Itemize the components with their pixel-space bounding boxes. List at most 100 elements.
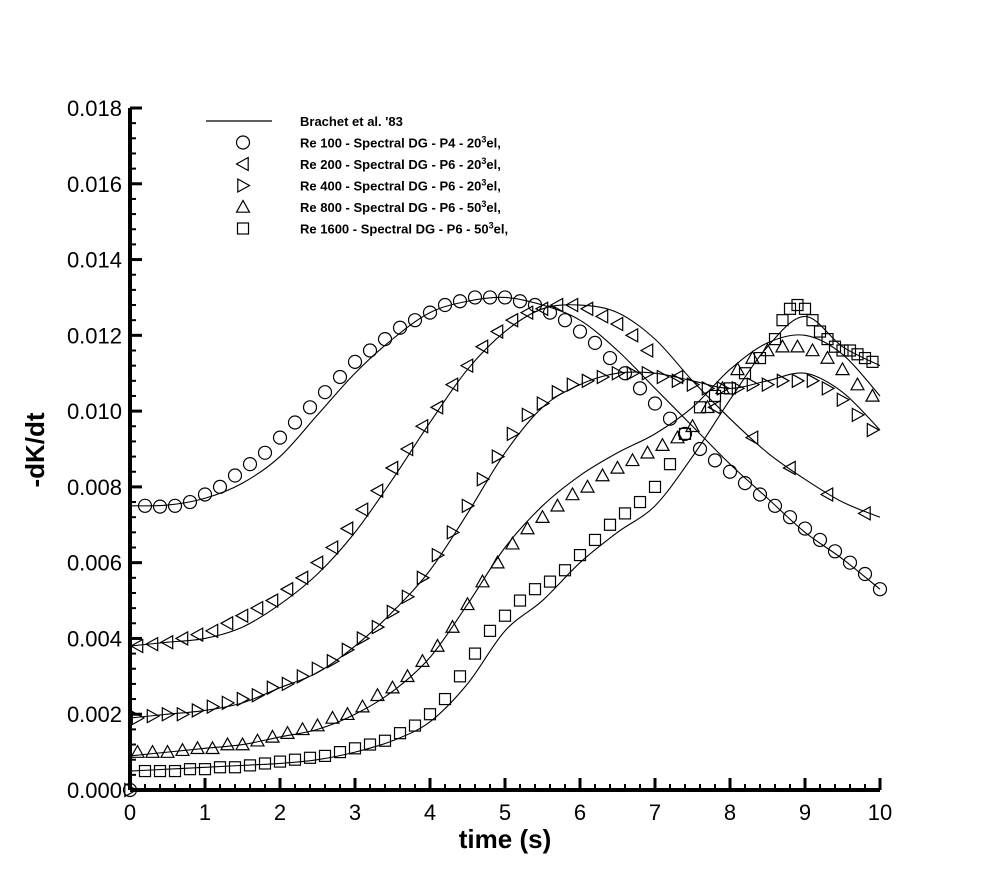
- series-2-point: [341, 642, 356, 658]
- series-0-point: [422, 305, 438, 320]
- series-4-point: [776, 314, 789, 327]
- series-3-point: [834, 361, 851, 376]
- series-2-point: [806, 373, 821, 389]
- series-1-point: [534, 301, 549, 317]
- series-2-point: [371, 619, 386, 635]
- series-4-point: [648, 480, 662, 493]
- series-1-point: [219, 615, 234, 631]
- series-2-point: [416, 570, 431, 586]
- series-0-point: [872, 582, 888, 597]
- x-tick-label: 9: [799, 800, 811, 825]
- series-1-point: [249, 600, 264, 616]
- series-3-point: [789, 338, 806, 353]
- series-2-point: [146, 708, 161, 724]
- series-3-point: [774, 338, 791, 353]
- x-tick-label: 1: [199, 800, 211, 825]
- series-2-point: [536, 396, 551, 412]
- series-0-point: [647, 396, 663, 411]
- series-4-point: [618, 507, 632, 520]
- series-3-point: [684, 418, 701, 433]
- series-2-point: [296, 668, 311, 684]
- series-4-point: [183, 763, 197, 776]
- series-3-point: [279, 725, 296, 739]
- series-4-point: [783, 302, 797, 315]
- series-0-markers: [137, 290, 888, 597]
- legend-label: Re 400 - Spectral DG - P6 - 203el,: [300, 178, 501, 194]
- legend-square-symbol: [236, 222, 250, 235]
- series-4-point: [363, 738, 377, 751]
- series-1-point: [624, 327, 639, 343]
- series-4-point: [138, 764, 152, 778]
- legend-circle-symbol: [235, 135, 251, 150]
- series-0-point: [407, 313, 423, 328]
- series-3-point: [189, 740, 206, 755]
- series-4-point: [851, 348, 864, 361]
- series-3-point: [174, 742, 191, 757]
- series-4-point: [243, 759, 257, 772]
- series-3-point: [504, 535, 521, 550]
- series-4-point: [438, 692, 452, 706]
- series-4-point: [791, 298, 804, 312]
- series-3-point: [459, 596, 476, 611]
- series-3-point: [264, 729, 281, 743]
- series-1-point: [857, 505, 871, 521]
- series-4-point: [603, 518, 617, 531]
- series-4-point: [633, 495, 647, 509]
- series-0-point: [527, 297, 543, 313]
- series-2-point: [401, 589, 416, 605]
- series-2-point: [866, 422, 881, 438]
- series-4-point: [198, 763, 212, 776]
- series-2-point: [386, 604, 401, 620]
- series-2-point: [671, 373, 686, 389]
- series-2-point: [566, 377, 581, 393]
- series-4-point: [693, 401, 707, 414]
- series-3-point: [804, 342, 821, 357]
- series-3-point: [474, 573, 491, 588]
- series-1-point: [309, 555, 324, 571]
- series-1-point: [669, 369, 684, 385]
- series-2-point: [596, 369, 611, 385]
- x-tick-label: 2: [274, 800, 286, 825]
- y-axis-title: -dK/dt: [20, 412, 50, 487]
- series-0-point: [152, 499, 168, 514]
- series-3-point: [219, 736, 236, 751]
- series-2-point: [491, 449, 506, 465]
- series-0-point: [692, 441, 708, 457]
- series-1-point: [159, 634, 174, 650]
- legend-entry-2: Re 200 - Spectral DG - P6 - 203el,: [235, 156, 501, 172]
- legend-triangle-right-symbol: [237, 177, 251, 194]
- series-1-point: [579, 301, 594, 317]
- series-0-point: [587, 335, 603, 351]
- series-3-point: [234, 736, 251, 751]
- series-1-point: [459, 358, 474, 374]
- series-4-point: [528, 583, 542, 596]
- y-tick-label: 0.016: [67, 172, 122, 197]
- axes: 0 1 2 3 4 5 6 7 8 9 10 0.000 0.002 0.004 0.006 0.008 0.0…: [67, 96, 892, 825]
- series-0-point: [302, 400, 318, 415]
- y-tick-label: 0.000: [67, 778, 122, 803]
- series-1-point: [234, 608, 249, 624]
- series-3-point: [429, 638, 446, 652]
- series-2-point: [626, 365, 641, 381]
- series-0-point: [452, 294, 468, 309]
- series-3-point: [309, 717, 326, 732]
- series-0-point: [467, 290, 483, 305]
- series-3-point: [609, 460, 626, 474]
- series-0-point: [797, 521, 813, 536]
- series-1-point: [204, 623, 219, 639]
- series-3-point: [444, 619, 461, 633]
- series-4-point: [303, 751, 317, 764]
- series-0-point: [497, 290, 513, 305]
- legend-entry-5: Re 1600 - Spectral DG - P6 - 503el,: [236, 221, 508, 237]
- series-3-point: [699, 399, 716, 414]
- series-2-point: [821, 380, 836, 396]
- series-0-point: [722, 464, 738, 479]
- series-0-point: [137, 498, 153, 513]
- series-4-point: [806, 314, 819, 327]
- series-1-point: [609, 316, 624, 332]
- series-0-point: [812, 532, 828, 548]
- series-1-point: [489, 324, 504, 340]
- series-1-point: [129, 638, 144, 654]
- series-2-point: [311, 661, 326, 677]
